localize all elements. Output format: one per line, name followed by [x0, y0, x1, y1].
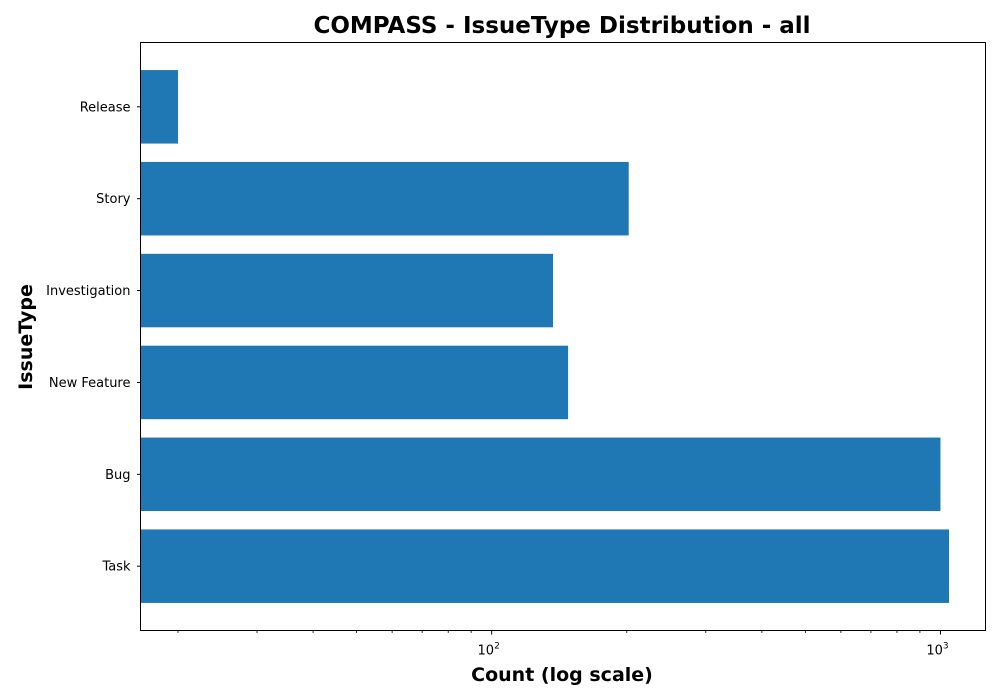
- y-tick-label-task: Task: [101, 560, 131, 575]
- y-axis-ticks: Task Bug New Feature Investigation Story Rele…: [46, 100, 141, 575]
- y-tick-label-story: Story: [96, 192, 131, 207]
- y-tick-label-release: Release: [80, 100, 131, 115]
- y-tick-label-new-feature: New Feature: [49, 376, 131, 391]
- chart-title: COMPASS - IssueType Distribution - all: [313, 13, 810, 39]
- bar-investigation: [140, 253, 554, 328]
- bars-layer: [140, 70, 950, 603]
- bar-new-feature: [140, 345, 569, 420]
- bar-story: [140, 161, 629, 236]
- y-tick-label-bug: Bug: [105, 468, 130, 483]
- bar-release: [140, 70, 178, 144]
- x-tick-label-100: 102: [478, 642, 500, 659]
- x-axis-ticks: 102 103: [177, 630, 949, 659]
- bar-bug: [140, 437, 941, 512]
- x-axis-label: Count (log scale): [471, 664, 653, 686]
- plot-frame: [140, 42, 986, 631]
- y-axis-label: IssueType: [15, 284, 37, 390]
- x-tick-label-1000: 103: [926, 642, 948, 659]
- y-tick-label-investigation: Investigation: [46, 284, 130, 299]
- bar-task: [140, 529, 950, 603]
